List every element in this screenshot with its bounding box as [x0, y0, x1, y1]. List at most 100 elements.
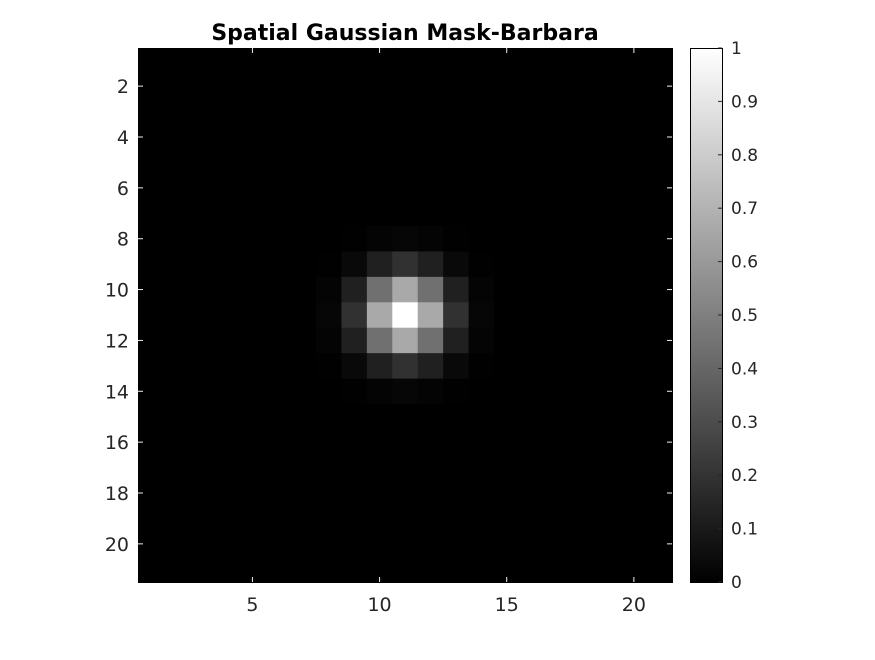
heatmap-cell [544, 124, 571, 151]
heatmap-cell [214, 226, 241, 252]
heatmap-cell [163, 429, 190, 456]
heatmap-cell [494, 353, 520, 379]
heatmap-cell [341, 378, 368, 405]
heatmap-cell [468, 429, 495, 456]
heatmap-cell [188, 226, 215, 252]
heatmap-cell [290, 124, 317, 151]
heatmap-cell [392, 327, 419, 354]
heatmap-cell [595, 531, 622, 557]
heatmap-cell [239, 149, 266, 176]
heatmap-cell [417, 505, 444, 532]
heatmap-cell [443, 429, 469, 456]
heatmap-cell [341, 454, 368, 481]
heatmap-cell [443, 480, 469, 507]
heatmap-cell [392, 480, 419, 507]
heatmap-cell [341, 175, 368, 201]
heatmap-cell [595, 98, 622, 125]
heatmap-cell [595, 175, 622, 201]
heatmap-cell [417, 175, 444, 201]
heatmap-cell [163, 149, 190, 176]
heatmap-cell [239, 124, 266, 151]
colorbar [690, 48, 723, 583]
heatmap-cell [621, 404, 647, 430]
heatmap-cell [468, 276, 495, 303]
heatmap-cell [494, 505, 520, 532]
heatmap-cell [239, 378, 266, 405]
heatmap-cell [290, 454, 317, 481]
heatmap-cell [646, 556, 673, 583]
heatmap-cell [214, 378, 241, 405]
heatmap-cell [544, 556, 571, 583]
heatmap-cell [468, 531, 495, 557]
heatmap-cell [494, 429, 520, 456]
heatmap-cell [239, 226, 266, 252]
heatmap-cell [544, 302, 571, 329]
heatmap-cell [646, 353, 673, 379]
heatmap-cell [417, 200, 444, 227]
heatmap-cell [544, 454, 571, 481]
heatmap-cell [417, 404, 444, 430]
heatmap-cell [443, 200, 469, 227]
heatmap-cell [366, 149, 393, 176]
heatmap-cell [290, 556, 317, 583]
heatmap-cell [163, 480, 190, 507]
heatmap-cell [417, 429, 444, 456]
heatmap-cell [570, 327, 597, 354]
heatmap-cell [366, 531, 393, 557]
heatmap-cell [468, 480, 495, 507]
heatmap-cell [494, 276, 520, 303]
heatmap-cell [443, 302, 469, 329]
heatmap-cell [468, 505, 495, 532]
heatmap-cell [138, 149, 164, 176]
heatmap-cell [595, 327, 622, 354]
heatmap-cell [316, 98, 342, 125]
heatmap-cell [214, 149, 241, 176]
heatmap-cell [316, 327, 342, 354]
heatmap-cell [163, 124, 190, 151]
heatmap-cell [316, 276, 342, 303]
heatmap-cell [290, 226, 317, 252]
heatmap-cell [163, 251, 190, 278]
heatmap-cell [570, 556, 597, 583]
heatmap-cell [290, 98, 317, 125]
heatmap-cell [316, 73, 342, 100]
heatmap-cell [494, 226, 520, 252]
heatmap-cell [417, 251, 444, 278]
x-tick-label: 5 [246, 594, 258, 616]
heatmap-cell [341, 327, 368, 354]
heatmap-cell [392, 353, 419, 379]
heatmap-cell [316, 505, 342, 532]
heatmap-cell [366, 480, 393, 507]
heatmap-cell [265, 276, 291, 303]
heatmap-cell [290, 327, 317, 354]
heatmap-cell [570, 480, 597, 507]
heatmap-cell [646, 48, 673, 74]
colorbar-tick-label: 0.5 [731, 306, 758, 326]
heatmap-cell [214, 531, 241, 557]
heatmap-cell [443, 353, 469, 379]
heatmap-cell [290, 302, 317, 329]
heatmap-cell [214, 353, 241, 379]
heatmap-cell [595, 353, 622, 379]
x-axis: 5 10 15 20 [246, 48, 646, 616]
heatmap-cell [595, 404, 622, 430]
heatmap-cell [265, 404, 291, 430]
heatmap-cell [646, 98, 673, 125]
colorbar-tick-label: 0.2 [731, 466, 758, 486]
heatmap-cell [519, 251, 546, 278]
heatmap-cell [544, 48, 571, 74]
heatmap-cell [239, 327, 266, 354]
heatmap-cell [188, 200, 215, 227]
heatmap-cell [188, 505, 215, 532]
heatmap-cell [519, 378, 546, 405]
heatmap-cell [392, 251, 419, 278]
heatmap-cell [316, 429, 342, 456]
heatmap-cell [214, 276, 241, 303]
heatmap-cell [443, 454, 469, 481]
heatmap-cell [621, 531, 647, 557]
heatmap-cell [468, 327, 495, 354]
heatmap-cell [214, 124, 241, 151]
heatmap-cell [316, 251, 342, 278]
heatmap-cell [621, 429, 647, 456]
heatmap-cell [621, 73, 647, 100]
